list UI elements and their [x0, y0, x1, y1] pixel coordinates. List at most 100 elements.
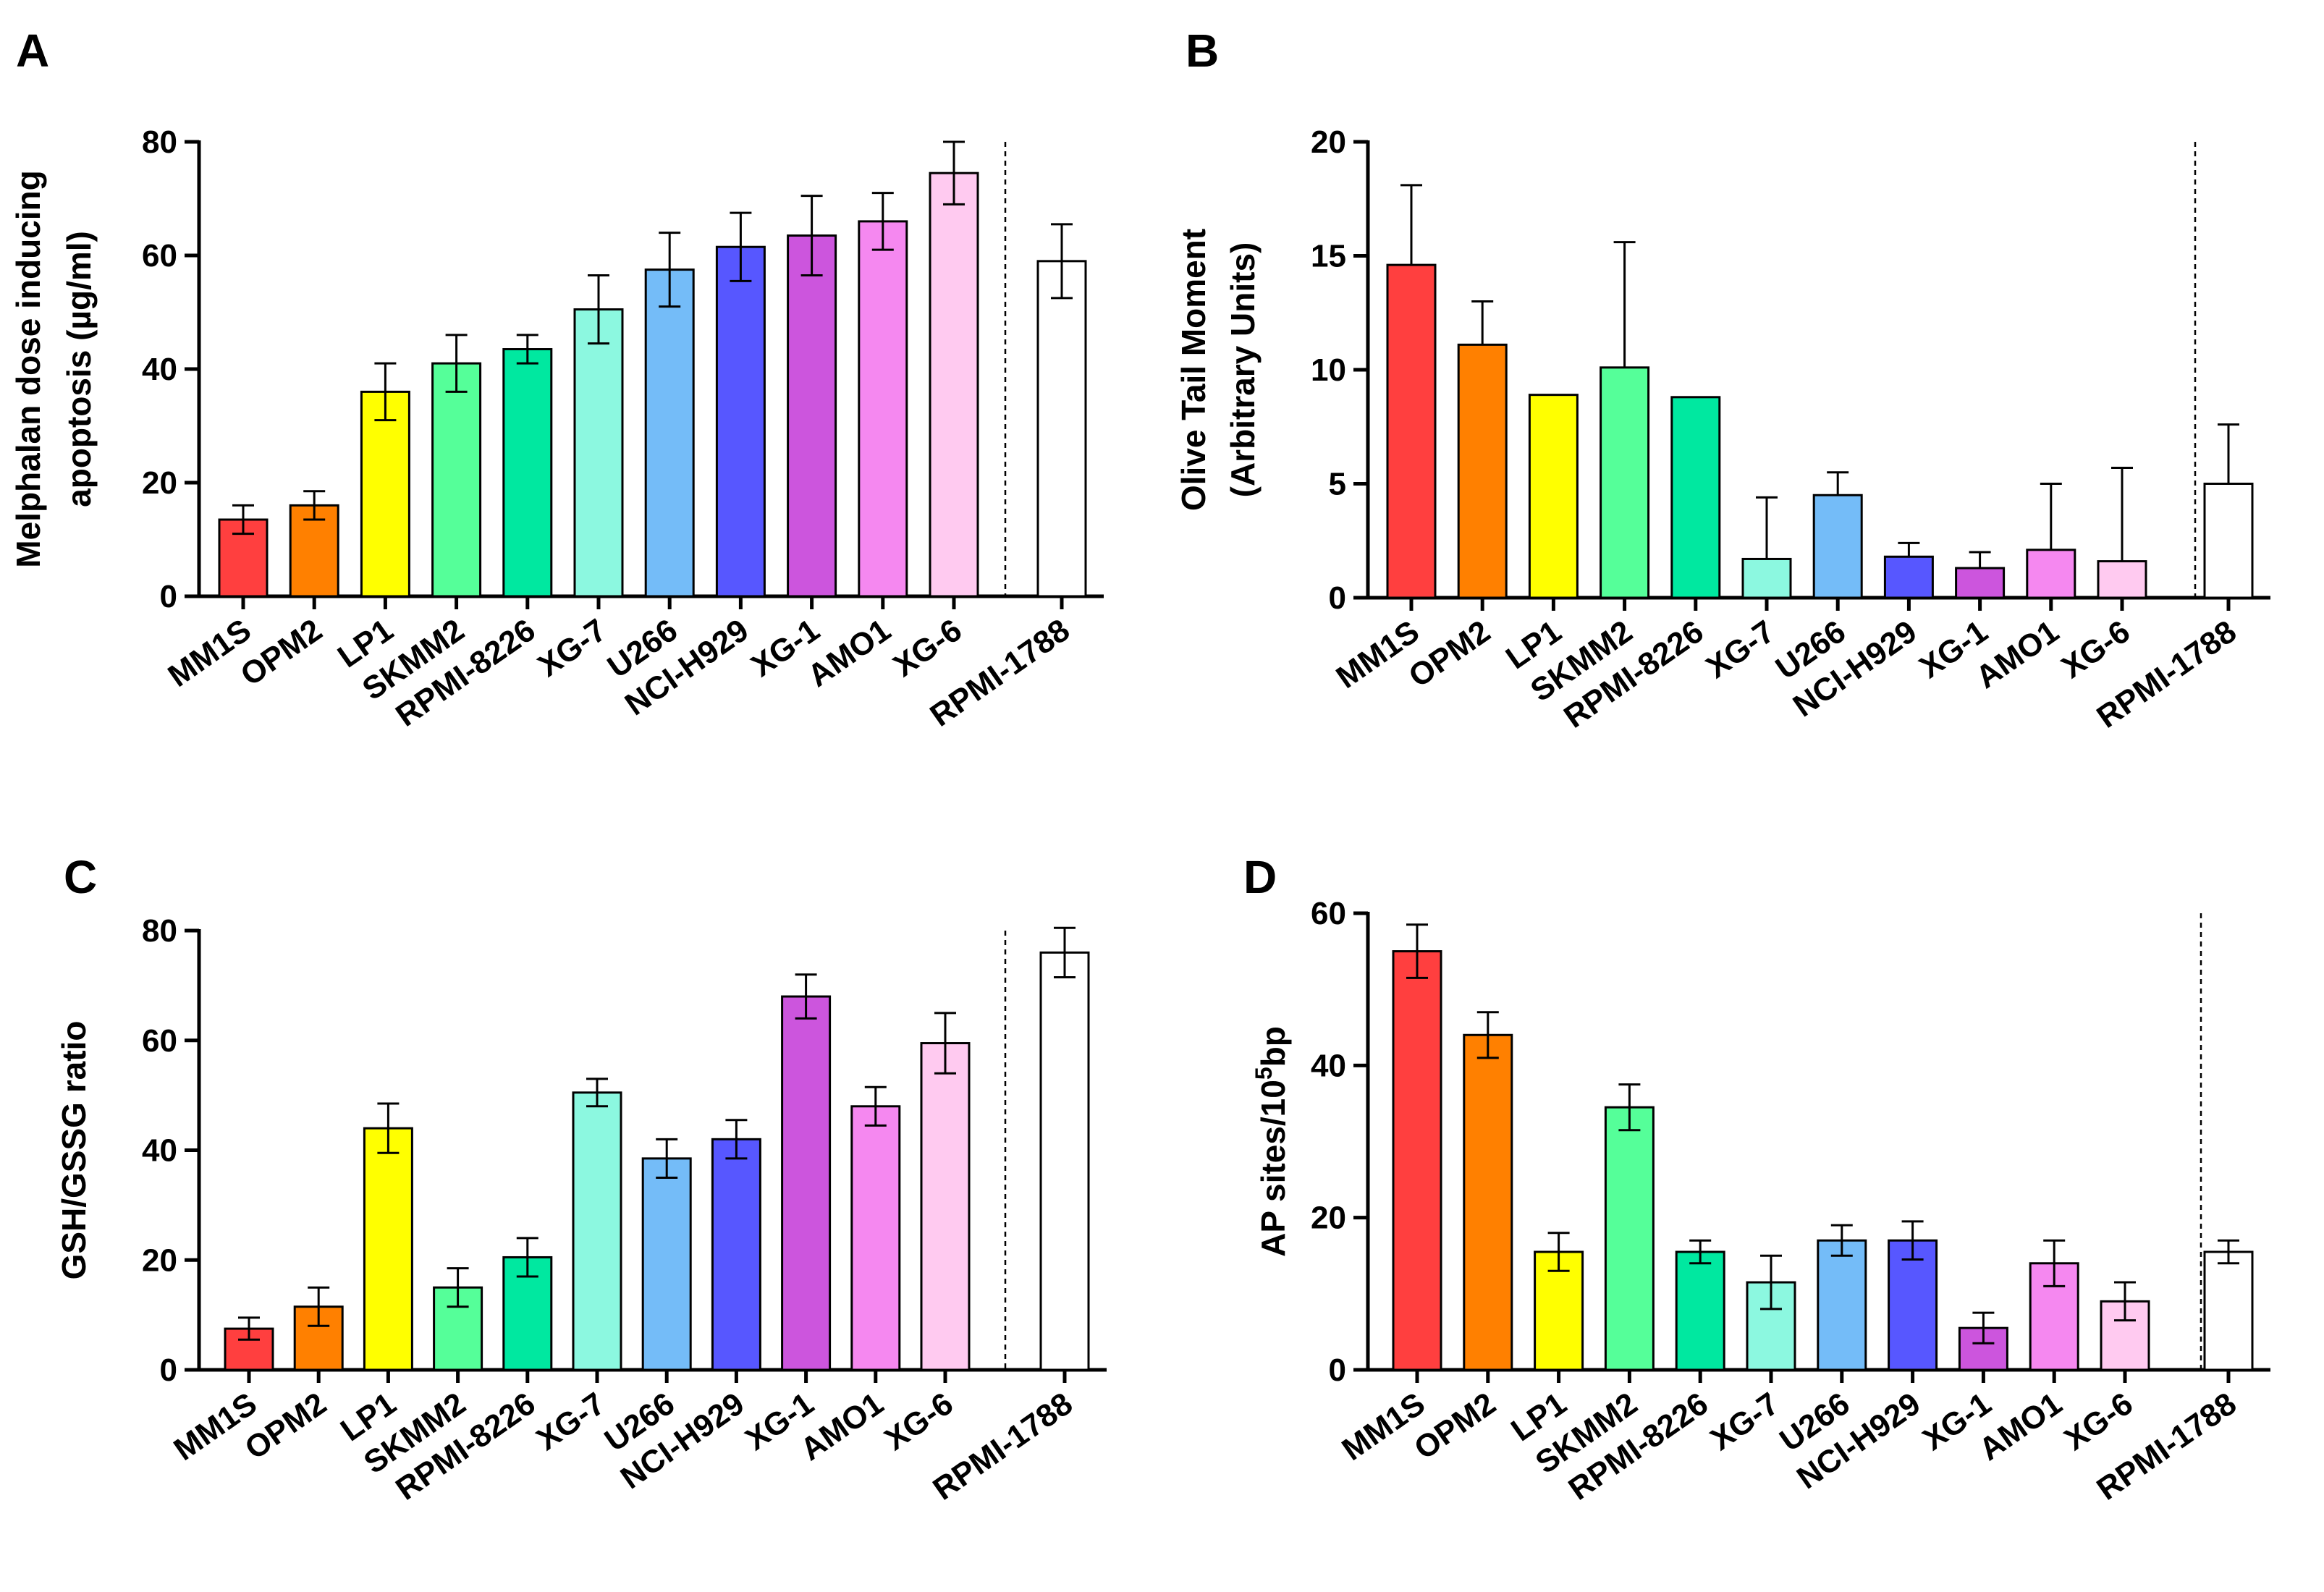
panel-label-b: B	[1186, 25, 1219, 77]
bar-c-u266	[641, 1157, 692, 1371]
y-axis-title-a: apoptosis (µg/ml)	[60, 231, 98, 507]
error-bar-a-rpmi-8226	[516, 334, 538, 365]
error-bar-a-rpmi-1788	[1051, 223, 1073, 300]
y-tick-label-a: 80	[142, 124, 177, 160]
error-bar-d-rpmi-8226	[1689, 1239, 1712, 1265]
y-tick-label-c: 20	[142, 1242, 177, 1278]
bar-b-u266	[1812, 494, 1863, 599]
error-bar-b-xg-7	[1756, 496, 1778, 559]
bar-d-opm2	[1463, 1033, 1513, 1371]
error-bar-d-amo1	[2043, 1239, 2066, 1287]
error-bar-d-nci-h929	[1901, 1220, 1924, 1261]
category-label-d: MM1S	[1335, 1386, 1431, 1468]
error-bar-d-u266	[1830, 1224, 1853, 1257]
y-tick-label-d: 60	[1311, 896, 1346, 931]
error-bar-a-xg-1	[800, 195, 823, 276]
bar-d-rpmi-1788	[2203, 1250, 2254, 1371]
category-label-a: XG-6	[887, 612, 968, 684]
error-bar-a-mm1s	[232, 504, 254, 535]
y-axis-title-b: Olive Tail Moment	[1175, 229, 1212, 511]
bar-b-nci-h929	[1883, 555, 1934, 599]
bar-c-xg-6	[920, 1042, 971, 1371]
y-tick-label-c: 60	[142, 1023, 177, 1059]
error-bar-b-opm2	[1471, 300, 1494, 345]
error-bar-c-rpmi-1788	[1054, 926, 1076, 978]
bar-a-lp1	[360, 390, 410, 598]
bar-a-rpmi-1788	[1036, 260, 1087, 598]
bar-c-xg-7	[572, 1091, 622, 1371]
error-bar-c-mm1s	[238, 1316, 260, 1341]
error-bar-b-xg-1	[1969, 551, 1991, 569]
category-label-a: MM1S	[161, 612, 257, 694]
y-tick-label-a: 0	[160, 579, 177, 614]
error-bar-c-xg-6	[934, 1012, 956, 1075]
bar-c-xg-1	[781, 995, 832, 1371]
error-bar-c-amo1	[864, 1085, 887, 1127]
y-tick-label-b: 5	[1329, 467, 1346, 502]
error-bar-a-xg-7	[588, 274, 609, 345]
category-label-a: AMO1	[801, 612, 897, 694]
category-label-d: OPM2	[1408, 1386, 1502, 1467]
y-tick-label-c: 80	[142, 913, 177, 949]
error-bar-b-skmm2	[1613, 241, 1636, 368]
bar-b-skmm2	[1600, 366, 1650, 599]
error-bar-b-rpmi-1788	[2218, 423, 2239, 484]
bar-b-xg-6	[2097, 560, 2147, 599]
error-bar-b-amo1	[2040, 483, 2062, 550]
y-axis-title-d: AP sites/105bp	[1251, 1026, 1292, 1257]
bar-b-xg-7	[1741, 557, 1792, 599]
bar-c-opm2	[293, 1305, 344, 1371]
error-bar-d-mm1s	[1406, 923, 1428, 979]
bar-c-lp1	[363, 1127, 413, 1371]
bar-d-skmm2	[1604, 1106, 1655, 1371]
y-axis-title-b: (Arbitrary Units)	[1224, 242, 1262, 498]
bar-c-rpmi-1788	[1039, 951, 1090, 1371]
bar-a-amo1	[858, 220, 908, 598]
panel-label-a: A	[16, 25, 49, 77]
bar-d-rpmi-8226	[1675, 1250, 1725, 1371]
bar-b-mm1s	[1386, 263, 1437, 599]
error-bar-d-xg-6	[2114, 1281, 2136, 1322]
category-label-a: OPM2	[234, 612, 329, 693]
error-bar-d-opm2	[1476, 1011, 1499, 1059]
bar-b-amo1	[2026, 549, 2076, 599]
y-tick-label-d: 40	[1311, 1048, 1346, 1083]
category-label-b: AMO1	[1969, 614, 2065, 695]
y-axis-title-c: GSH/GSSG ratio	[55, 1021, 93, 1280]
error-bar-a-lp1	[374, 362, 397, 422]
panel-label-c: C	[64, 851, 97, 903]
category-label-c: OPM2	[239, 1386, 333, 1467]
y-axis-title-a: Melphalan dose inducing	[9, 170, 47, 567]
error-bar-a-nci-h929	[730, 211, 752, 282]
y-tick-label-b: 20	[1311, 124, 1346, 160]
bar-d-u266	[1817, 1239, 1867, 1371]
error-bar-d-lp1	[1547, 1232, 1570, 1272]
bar-b-xg-1	[1955, 567, 2006, 599]
category-label-c: AMO1	[794, 1386, 890, 1468]
error-bar-b-u266	[1827, 471, 1849, 496]
error-bar-a-xg-6	[943, 140, 965, 206]
panel-label-d: D	[1243, 851, 1277, 903]
category-label-b: XG-6	[2055, 614, 2137, 685]
bar-a-u266	[644, 268, 695, 598]
category-label-b: XG-7	[1700, 614, 1781, 685]
error-bar-c-xg-7	[586, 1077, 608, 1108]
y-tick-label-a: 40	[142, 352, 177, 387]
error-bar-b-xg-6	[2111, 466, 2133, 562]
category-label-d: AMO1	[1973, 1386, 2069, 1468]
category-label-b: OPM2	[1403, 614, 1497, 695]
bar-b-rpmi-8226	[1670, 396, 1721, 599]
error-bar-a-opm2	[303, 490, 326, 521]
y-tick-label-d: 0	[1329, 1352, 1346, 1388]
category-label-c: XG-6	[879, 1386, 960, 1457]
bar-b-rpmi-1788	[2203, 483, 2254, 599]
bar-a-skmm2	[431, 362, 482, 598]
bar-a-xg-1	[787, 234, 837, 598]
bar-c-amo1	[850, 1105, 901, 1371]
y-tick-label-d: 20	[1311, 1201, 1346, 1236]
error-bar-d-xg-1	[1972, 1311, 1995, 1345]
error-bar-c-lp1	[377, 1102, 400, 1154]
